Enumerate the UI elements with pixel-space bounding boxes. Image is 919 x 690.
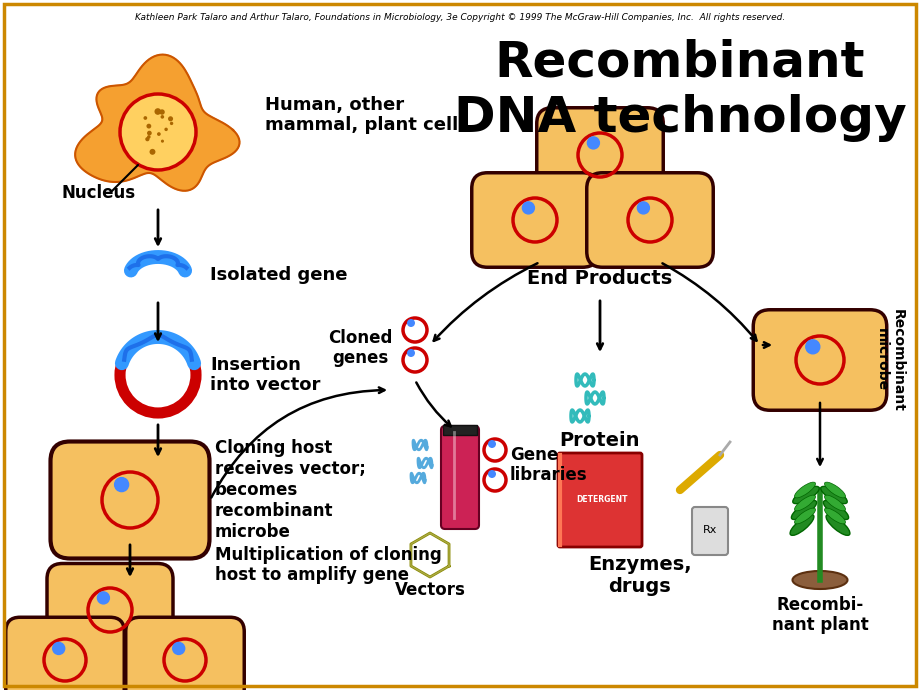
Circle shape xyxy=(173,642,185,654)
Text: Cloned
genes: Cloned genes xyxy=(327,328,391,367)
Circle shape xyxy=(487,440,495,448)
FancyBboxPatch shape xyxy=(440,426,479,529)
Circle shape xyxy=(161,139,164,143)
Text: Multiplication of cloning
host to amplify gene: Multiplication of cloning host to amplif… xyxy=(215,546,441,584)
Ellipse shape xyxy=(794,495,814,511)
FancyBboxPatch shape xyxy=(471,172,597,267)
Text: End Products: End Products xyxy=(527,268,672,288)
Ellipse shape xyxy=(794,482,814,498)
Circle shape xyxy=(170,121,173,125)
Ellipse shape xyxy=(791,571,846,589)
Ellipse shape xyxy=(823,495,845,511)
Circle shape xyxy=(487,470,495,478)
FancyBboxPatch shape xyxy=(558,453,641,547)
Text: Cloning host
receives vector;
becomes
recombinant
microbe: Cloning host receives vector; becomes re… xyxy=(215,440,366,540)
Circle shape xyxy=(147,135,151,139)
Text: Recombinant
microbe: Recombinant microbe xyxy=(874,308,904,411)
FancyBboxPatch shape xyxy=(691,507,727,555)
Ellipse shape xyxy=(823,508,845,524)
Circle shape xyxy=(406,349,414,357)
Circle shape xyxy=(146,124,151,128)
Text: Isolated gene: Isolated gene xyxy=(210,266,347,284)
Circle shape xyxy=(147,130,152,135)
Text: Kathleen Park Talaro and Arthur Talaro, Foundations in Microbiology, 3e Copyrigh: Kathleen Park Talaro and Arthur Talaro, … xyxy=(135,14,784,23)
Text: DETERGENT: DETERGENT xyxy=(575,495,627,504)
Circle shape xyxy=(483,439,505,461)
FancyBboxPatch shape xyxy=(47,564,173,656)
Circle shape xyxy=(637,202,649,214)
FancyBboxPatch shape xyxy=(586,172,712,267)
Circle shape xyxy=(143,116,147,120)
Ellipse shape xyxy=(789,515,813,535)
Ellipse shape xyxy=(794,508,814,524)
Text: Enzymes,
drugs: Enzymes, drugs xyxy=(587,555,691,595)
Circle shape xyxy=(522,202,534,214)
Circle shape xyxy=(406,319,414,327)
Circle shape xyxy=(586,137,599,149)
Circle shape xyxy=(115,477,129,491)
Bar xyxy=(443,425,476,435)
Circle shape xyxy=(159,109,165,115)
FancyBboxPatch shape xyxy=(753,310,886,411)
Ellipse shape xyxy=(790,500,816,520)
FancyBboxPatch shape xyxy=(126,618,244,690)
Text: Human, other
mammal, plant cell: Human, other mammal, plant cell xyxy=(265,96,458,135)
Circle shape xyxy=(150,149,155,155)
Text: Insertion
into vector: Insertion into vector xyxy=(210,355,320,395)
Circle shape xyxy=(97,592,109,604)
Circle shape xyxy=(145,137,150,141)
Circle shape xyxy=(165,128,167,131)
Text: Nucleus: Nucleus xyxy=(62,184,136,202)
Circle shape xyxy=(157,132,161,136)
Ellipse shape xyxy=(823,482,845,498)
Text: Recombinant
DNA technology: Recombinant DNA technology xyxy=(453,38,905,142)
FancyBboxPatch shape xyxy=(51,442,210,558)
Circle shape xyxy=(403,318,426,342)
Circle shape xyxy=(119,94,196,170)
Circle shape xyxy=(483,469,505,491)
Text: Vectors: Vectors xyxy=(394,581,465,599)
Text: Protein: Protein xyxy=(559,431,640,449)
Circle shape xyxy=(52,642,64,654)
Text: Recombi-
nant plant: Recombi- nant plant xyxy=(771,595,868,634)
Circle shape xyxy=(168,116,173,121)
Circle shape xyxy=(160,115,164,119)
Ellipse shape xyxy=(825,515,849,535)
Circle shape xyxy=(119,337,196,413)
Polygon shape xyxy=(75,55,239,190)
Ellipse shape xyxy=(820,486,846,504)
Circle shape xyxy=(154,108,161,115)
Ellipse shape xyxy=(823,500,847,520)
Circle shape xyxy=(403,348,426,372)
FancyBboxPatch shape xyxy=(536,108,663,202)
Ellipse shape xyxy=(792,486,818,504)
Text: Gene
libraries: Gene libraries xyxy=(509,446,587,484)
Text: Rx: Rx xyxy=(702,525,717,535)
Circle shape xyxy=(805,339,819,354)
FancyBboxPatch shape xyxy=(6,618,124,690)
